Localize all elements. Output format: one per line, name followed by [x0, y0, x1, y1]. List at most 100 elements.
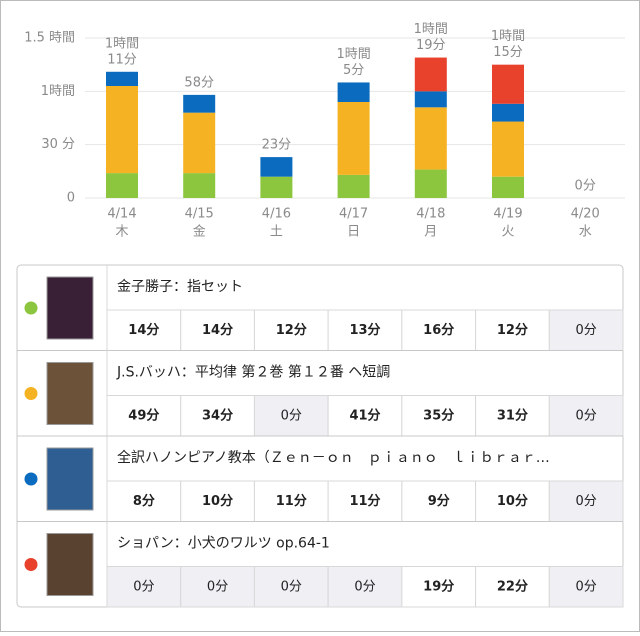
- cell-label: 35分: [423, 407, 454, 423]
- cell-label: 0分: [576, 579, 597, 594]
- bar-segment: [337, 82, 370, 102]
- cell: [327, 566, 403, 608]
- cell-label: 16分: [423, 322, 454, 338]
- cell: [401, 395, 477, 437]
- total-label-line: 1時間: [336, 47, 370, 62]
- piece-title: 金子勝子：指セット: [117, 279, 243, 295]
- cell-label: 14分: [128, 322, 159, 338]
- cell: [401, 566, 477, 608]
- cell: [548, 566, 624, 608]
- piece-title: 全訳ハノンピアノ教本（Ｚｅｎ－ｏｎ ｐｉａｎｏ ｌｉｂｒａｒ…: [117, 449, 550, 466]
- total-label-line: 1時間: [414, 22, 448, 37]
- cell: [327, 309, 403, 351]
- bar-segment: [183, 112, 216, 174]
- total-label: 23分: [262, 138, 292, 153]
- cell-label: 34分: [202, 407, 233, 423]
- cell-label: 0分: [207, 579, 228, 594]
- cell: [548, 480, 624, 522]
- bar-segment: [414, 57, 447, 92]
- total-label-line: 1時間: [105, 36, 139, 51]
- total-label-line: 19分: [416, 38, 446, 53]
- cell: [475, 566, 550, 608]
- x-tick-label: 4/16: [262, 207, 291, 222]
- total-label: 0分: [575, 179, 596, 194]
- bar-segment: [492, 64, 524, 104]
- bar-segment: [414, 91, 447, 108]
- x-tick-weekday: 水: [579, 225, 592, 240]
- cell-label: 0分: [281, 408, 302, 423]
- bar-segment: [183, 173, 216, 198]
- series-dot: [24, 301, 38, 315]
- total-label: 58分: [184, 75, 214, 90]
- bar-segment: [183, 94, 216, 113]
- cell-label: 0分: [133, 579, 154, 594]
- total-label-line: 1時間: [491, 29, 525, 44]
- cell-label: 11分: [276, 493, 307, 509]
- cell: [401, 480, 477, 522]
- x-tick-label: 4/18: [416, 207, 445, 222]
- bar-segment: [260, 176, 293, 198]
- cell: [180, 395, 255, 437]
- cell-label: 19分: [423, 578, 454, 594]
- cell: [475, 395, 550, 437]
- cell-label: 0分: [281, 579, 302, 594]
- cell: [548, 395, 624, 437]
- cell-label: 11分: [349, 493, 380, 509]
- bar-segment: [106, 71, 138, 86]
- x-tick-label: 4/15: [185, 207, 214, 222]
- bar-segment: [337, 174, 370, 198]
- x-tick-weekday: 火: [501, 225, 514, 240]
- thumbnail: [46, 533, 94, 596]
- cell-label: 12分: [276, 322, 307, 338]
- series-dot: [24, 558, 38, 571]
- y-tick-label: 1時間: [41, 84, 75, 99]
- cell: [106, 566, 182, 608]
- x-tick-label: 4/14: [107, 207, 136, 222]
- x-tick-weekday: 金: [193, 224, 206, 240]
- y-tick-label: 0: [67, 191, 75, 206]
- cell: [253, 395, 329, 437]
- cell-label: 0分: [576, 323, 597, 338]
- cell: [327, 395, 403, 437]
- total-label-line: 23分: [262, 138, 292, 153]
- total-label-line: 58分: [184, 75, 214, 90]
- cell-label: 0分: [354, 579, 375, 594]
- cell-label: 12分: [497, 322, 528, 338]
- series-dot: [24, 387, 38, 400]
- cell: [106, 395, 182, 437]
- x-tick-weekday: 月: [424, 225, 437, 240]
- cell-label: 13分: [349, 322, 380, 338]
- cell-label: 0分: [576, 494, 597, 509]
- cell-label: 0分: [576, 408, 597, 423]
- cell: [253, 566, 329, 608]
- thumbnail: [46, 362, 94, 425]
- bar-segment: [414, 169, 447, 198]
- total-label-line: 0分: [575, 179, 596, 194]
- thumbnail: [46, 447, 94, 511]
- series-dot: [24, 472, 38, 486]
- cell: [180, 566, 255, 608]
- y-tick-label: 1.5 時間: [24, 31, 75, 46]
- cell-label: 9分: [428, 493, 450, 509]
- piece-title: ショパン：小犬のワルツ op.64-1: [117, 536, 330, 552]
- cell-label: 10分: [497, 493, 528, 509]
- x-tick-label: 4/17: [339, 207, 368, 222]
- bar-segment: [492, 121, 524, 177]
- bar-segment: [106, 173, 138, 198]
- bar-segment: [337, 102, 370, 175]
- bar-segment: [414, 107, 447, 170]
- cell-label: 31分: [497, 407, 528, 423]
- cell-label: 49分: [128, 407, 159, 423]
- x-tick-label: 4/20: [571, 207, 600, 222]
- x-tick-weekday: 日: [347, 225, 360, 240]
- bar-segment: [260, 157, 293, 177]
- total-label-line: 11分: [107, 52, 137, 67]
- bar-segment: [492, 176, 524, 198]
- bar-segment: [106, 86, 138, 174]
- thumbnail: [46, 276, 94, 340]
- y-tick-label: 30 分: [41, 137, 75, 152]
- piece-title: J.S.バッハ：平均律 第２巻 第１２番 ヘ短調: [116, 364, 390, 381]
